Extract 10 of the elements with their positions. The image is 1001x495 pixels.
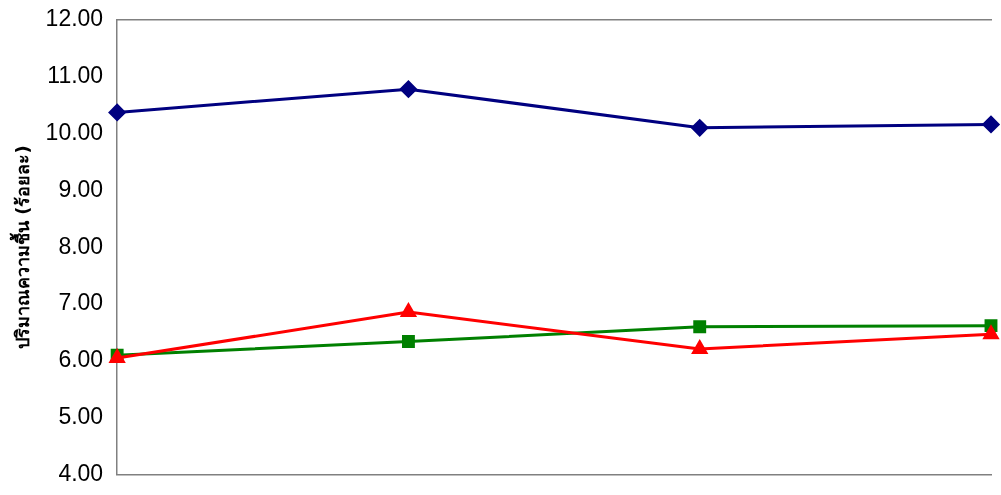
y-tick-label: 12.00	[45, 5, 104, 32]
y-tick-label: 5.00	[58, 403, 104, 430]
y-tick-label: 8.00	[58, 232, 104, 259]
y-axis-title: ปริมาณความชื้น (ร้อยละ)	[9, 145, 34, 350]
y-tick-label: 9.00	[58, 175, 104, 202]
y-tick-label: 6.00	[58, 346, 104, 373]
y-tick-label: 11.00	[47, 61, 104, 88]
y-tick-label: 10.00	[45, 118, 104, 145]
y-tick-label: 4.00	[58, 459, 104, 486]
y-tick-label: 7.00	[58, 289, 104, 316]
